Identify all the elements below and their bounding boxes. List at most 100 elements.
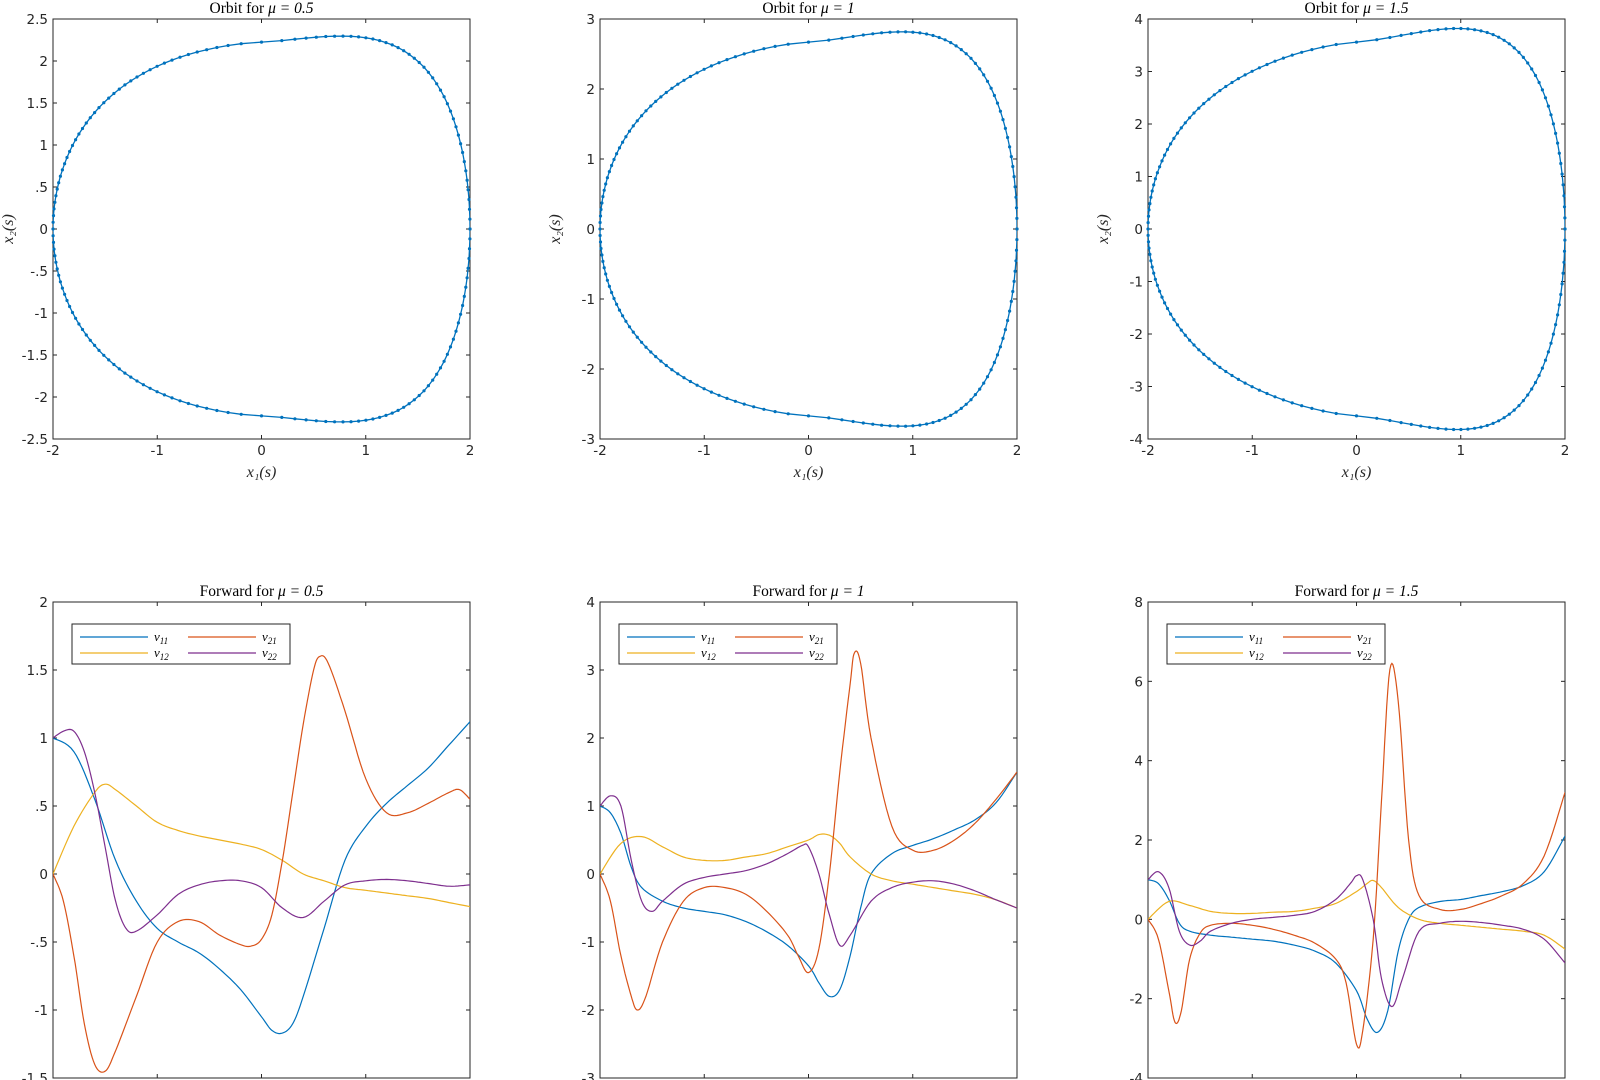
orbit-marker [1543, 96, 1548, 100]
orbit-marker [259, 414, 264, 418]
orbit-marker [1207, 97, 1211, 101]
y-tick-label: 4 [1134, 754, 1143, 770]
orbit-marker [293, 417, 297, 421]
orbit-marker [617, 308, 622, 312]
orbit-marker [55, 187, 59, 191]
orbit-marker [426, 384, 430, 388]
orbit-marker [1150, 189, 1154, 193]
orbit-marker [1146, 227, 1150, 231]
y-tick-label: -2 [582, 1003, 595, 1019]
orbit-marker [871, 32, 875, 36]
y-tick-label: 2 [39, 595, 48, 611]
orbit-marker [1409, 422, 1413, 426]
orbit-marker [51, 227, 55, 231]
axes-frame [1147, 601, 1566, 1079]
orbit-marker [1561, 183, 1565, 187]
orbit-marker [1224, 369, 1228, 374]
orbit-marker [1197, 106, 1201, 110]
orbit-marker [786, 412, 790, 416]
x-tick-label: -2 [1141, 443, 1154, 459]
orbit-marker [1015, 238, 1019, 242]
orbit-marker [462, 160, 466, 164]
orbit-marker [117, 367, 121, 371]
orbit-marker [1013, 269, 1017, 273]
orbit-marker [170, 396, 174, 400]
orbit-marker [1212, 361, 1216, 365]
orbit-marker [752, 405, 756, 409]
orbit-marker [598, 240, 603, 244]
orbit-marker [467, 247, 472, 251]
orbit-marker [68, 304, 72, 309]
orbit-marker [1202, 102, 1206, 106]
orbit-marker [670, 86, 674, 90]
orbit-marker [459, 142, 463, 146]
orbit-marker [1197, 348, 1201, 352]
orbit-marker [178, 399, 182, 403]
orbit-marker [937, 418, 941, 423]
series-line-v21 [600, 650, 1017, 1011]
x-tick-label: 2 [1561, 443, 1570, 459]
y-tick-label: 1.5 [27, 96, 48, 112]
orbit-marker [80, 327, 85, 332]
orbit-marker [1152, 271, 1156, 275]
orbit-marker [1146, 240, 1151, 244]
orbit-marker [1551, 332, 1555, 336]
orbit-marker [364, 36, 368, 40]
orbit-marker [904, 30, 908, 34]
orbit-marker [1148, 202, 1152, 206]
orbit-marker [1236, 377, 1240, 381]
orbit-marker [1560, 282, 1564, 286]
orbit-marker [925, 32, 929, 36]
legend-label-v12: v12 [1249, 645, 1264, 662]
orbit-marker [396, 46, 400, 50]
orbit-marker [1243, 381, 1247, 385]
y-tick-label: -2 [582, 362, 595, 378]
orbit-marker [1273, 395, 1277, 399]
legend-box [1166, 623, 1386, 665]
orbit-marker [610, 163, 614, 168]
orbit-marker [80, 126, 85, 131]
orbit-marker [1419, 30, 1423, 34]
orbit-marker [456, 133, 460, 137]
orbit-marker [304, 418, 308, 422]
orbit-marker [621, 140, 625, 144]
legend-label-v12: v12 [154, 645, 169, 662]
orbit-marker [1183, 333, 1187, 337]
series-line-v11 [600, 771, 1017, 998]
orbit-marker [880, 31, 884, 35]
orbit-marker [454, 125, 458, 129]
orbit-marker [461, 303, 465, 308]
orbit-marker [1459, 26, 1463, 31]
orbit-marker [1300, 404, 1304, 408]
orbit-marker [973, 393, 978, 397]
orbit-marker [324, 419, 328, 424]
orbit-marker [51, 220, 55, 224]
orbit-marker [973, 61, 978, 65]
orbit-marker [390, 43, 394, 47]
series-line-v22 [53, 728, 470, 934]
orbit-marker [65, 155, 69, 160]
orbit-marker [1491, 421, 1495, 425]
orbit-marker [1526, 61, 1530, 65]
orbit-marker [1546, 104, 1550, 108]
orbit-marker [55, 267, 59, 271]
orbit-marker [77, 132, 81, 136]
orbit-marker [954, 410, 958, 414]
x-tick-label: 1 [361, 443, 370, 459]
orbit-marker [1399, 421, 1403, 425]
orbit-marker [840, 418, 844, 422]
orbit-marker [995, 353, 1000, 357]
orbit-marker [1444, 427, 1448, 431]
legend-label-v22: v22 [809, 645, 824, 662]
chart-title: Forward for μ = 1.5 [1295, 583, 1419, 600]
orbit-marker [1202, 352, 1206, 356]
orbit-marker [1517, 404, 1521, 408]
orbit-marker [58, 280, 63, 284]
orbit-marker [445, 102, 449, 106]
orbit-marker [88, 116, 92, 120]
orbit-marker [364, 418, 368, 422]
orbit-marker [911, 424, 915, 428]
orbit-marker [1169, 312, 1173, 316]
